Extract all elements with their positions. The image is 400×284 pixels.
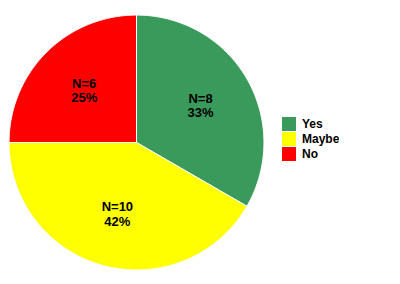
html-text:Maybe: Maybe	[302, 131, 340, 146]
svg-text:N=833%: N=833%	[188, 91, 214, 120]
html-text:No: No	[302, 146, 318, 161]
svg-text:N=1042%: N=1042%	[102, 199, 133, 228]
html-text:Yes: Yes	[302, 116, 323, 131]
svg-text:N=625%: N=625%	[71, 76, 97, 105]
